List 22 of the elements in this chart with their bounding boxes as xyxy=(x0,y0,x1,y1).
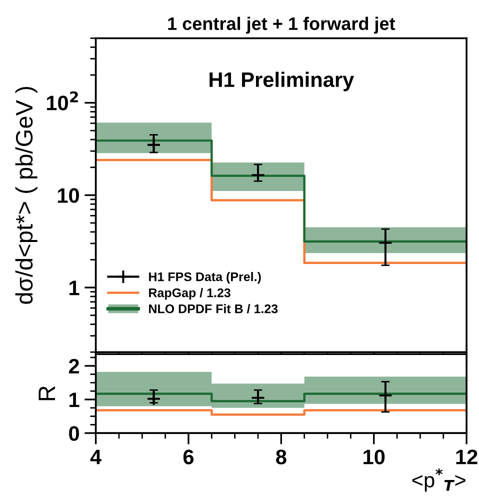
x-tick-label: 10 xyxy=(364,450,385,464)
legend-label: H1 FPS Data (Prel.) xyxy=(149,272,261,284)
y-axis-title: R xyxy=(38,386,56,400)
y-axis-title: dσ/d<pt*> ( pb/GeV ) xyxy=(15,86,38,304)
x-axis-title: <p$^{*}$$_{T}$> xyxy=(412,468,466,492)
annotation: H1 Preliminary xyxy=(210,72,354,92)
legend-label: RapGap / 1.23 xyxy=(149,288,230,300)
x-tick-label: 8 xyxy=(276,450,286,464)
point xyxy=(146,138,161,152)
x-tick-label: 4 xyxy=(90,450,102,464)
x-tick-label: 6 xyxy=(183,450,194,464)
x-tick-label: 12 xyxy=(456,450,478,464)
y-tick-label: 1 xyxy=(70,280,80,296)
point xyxy=(378,236,393,250)
y-tick-label: 1 xyxy=(70,392,80,408)
point xyxy=(250,168,266,182)
y-tick-label: 0 xyxy=(69,426,79,441)
legend-label: NLO DPDF Fit B / 1.23 xyxy=(149,304,278,314)
chart-title: 1 central jet + 1 forward jet xyxy=(168,16,396,34)
y-tick-label: 10$^{2}$ xyxy=(46,91,78,110)
y-tick-label: 2 xyxy=(68,358,79,374)
y-tick-label: 10 xyxy=(58,188,79,203)
